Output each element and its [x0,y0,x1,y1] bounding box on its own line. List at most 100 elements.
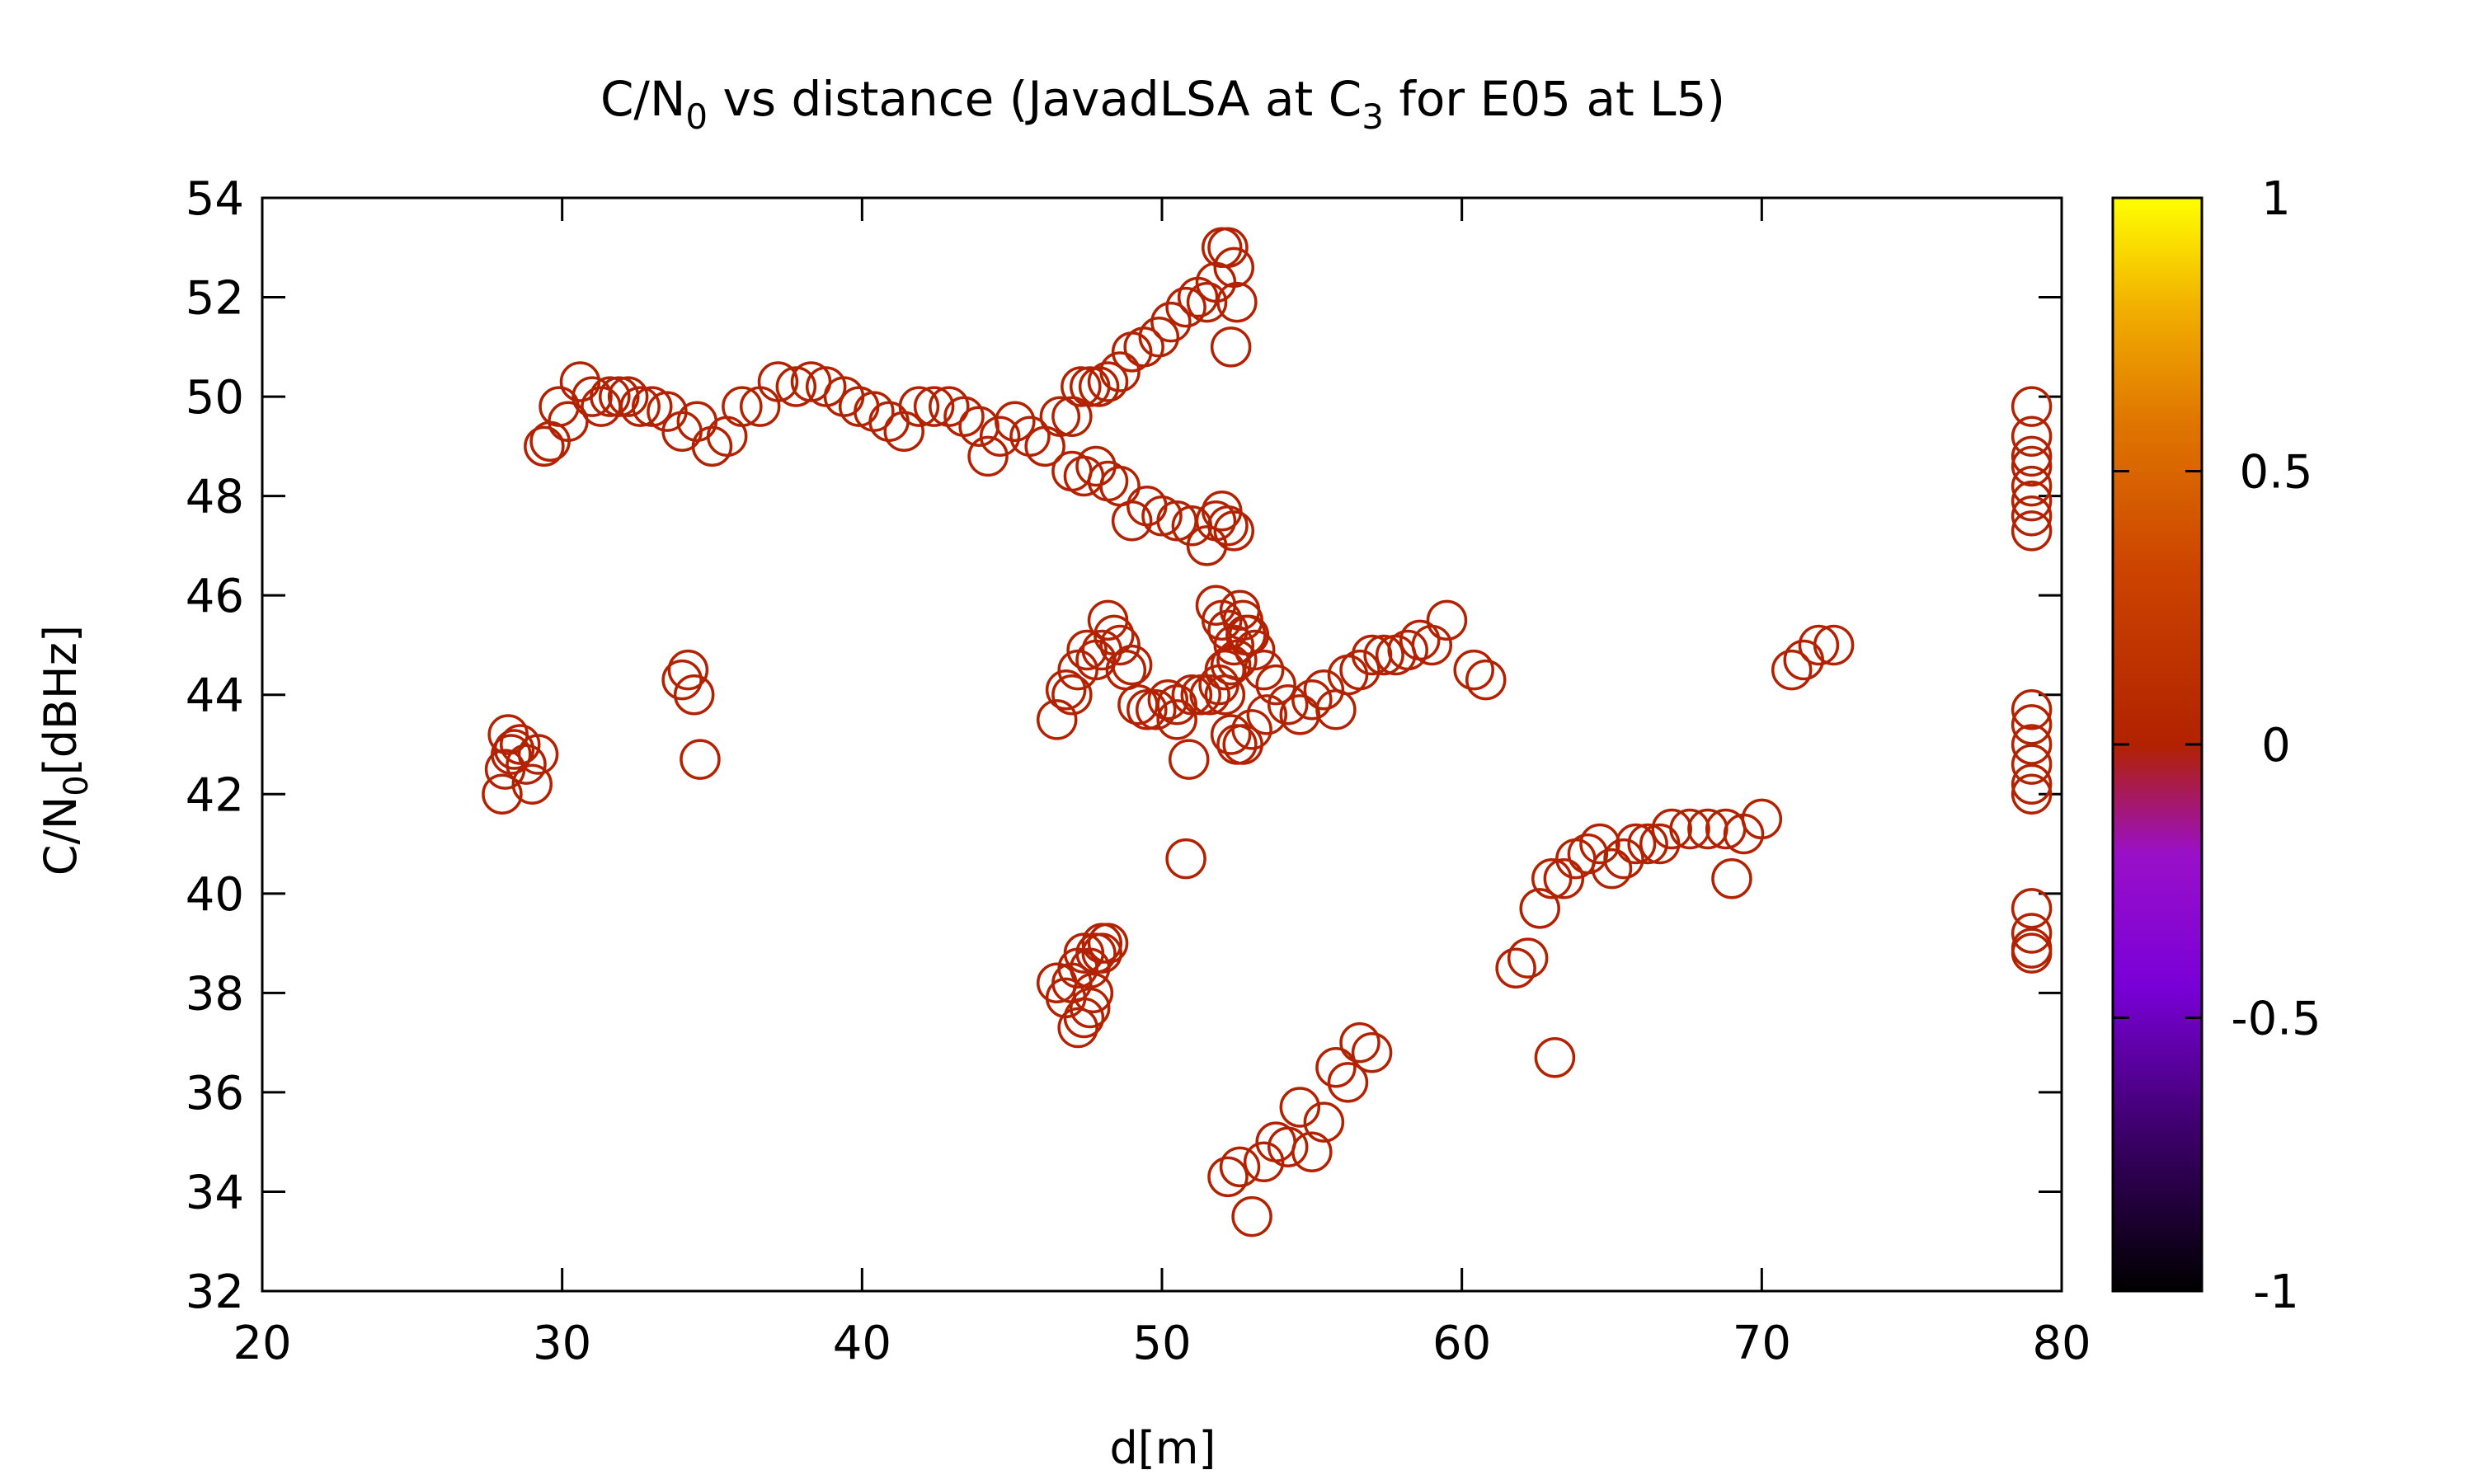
data-point [1051,674,1093,716]
data-point [1087,361,1129,402]
data-point [590,376,631,417]
data-point [1531,857,1573,899]
colorbar-tick-label: -1 [2253,1266,2299,1319]
y-tick-label: 34 [186,1166,244,1219]
data-point [1627,823,1668,865]
data-point [1081,932,1123,974]
x-tick-label: 20 [233,1317,291,1370]
data-point [1741,798,1783,840]
data-point [493,729,535,770]
y-axis-label: C/N0[dBHz] [35,625,96,876]
data-point [1231,1195,1272,1237]
data-point [2011,480,2053,522]
data-point [1339,649,1380,691]
data-point [1303,1101,1345,1143]
x-tick-label: 50 [1132,1317,1191,1370]
data-point [1168,739,1210,780]
data-point [1213,510,1255,552]
data-point [1123,326,1164,368]
data-point [1603,838,1644,880]
data-point [2011,495,2053,537]
data-point [1156,684,1197,726]
data-point [607,376,649,417]
y-tick-label: 52 [186,272,244,326]
data-point [1426,599,1468,641]
data-point [1579,823,1620,865]
data-point [1216,281,1258,323]
data-point [482,773,523,815]
x-tick-label: 60 [1432,1317,1491,1370]
x-tick-label: 80 [2032,1317,2091,1370]
data-point [943,396,985,437]
y-tick-label: 54 [186,172,244,226]
data-point [1099,624,1141,666]
data-point [1243,649,1285,691]
data-point [2011,773,2053,815]
y-tick-label: 32 [186,1266,244,1319]
data-point [1057,1007,1098,1049]
y-tick-label: 42 [186,768,244,822]
data-point [1267,1126,1309,1167]
data-point [1171,674,1213,716]
x-tick-label: 40 [833,1317,891,1370]
data-point [2011,386,2053,427]
colorbar-ticks: -1 -0.5 0 0.5 1 [2113,172,2321,1319]
data-point [667,649,709,691]
data-point [1783,639,1824,681]
data-point [1099,351,1141,392]
data-point [1327,1062,1369,1103]
data-point [1072,972,1114,1014]
data-point [1291,1131,1333,1172]
data-point [661,659,703,701]
data-point [1087,923,1129,964]
data-point [2011,932,2053,974]
data-point [1078,366,1120,407]
data-point [1126,689,1168,730]
data-point [1315,1047,1357,1088]
data-point [722,386,763,427]
y-tick-label: 46 [186,570,244,623]
data-point [2011,689,2053,730]
data-point [1147,679,1189,721]
data-point [1213,624,1255,666]
data-point [1210,714,1252,755]
data-point [1219,1146,1261,1188]
data-point [1189,674,1230,716]
data-point [599,376,640,417]
data-point [1036,699,1078,740]
data-point [1453,649,1494,691]
colorbar-tick-label: -0.5 [2231,993,2321,1046]
data-point [775,366,817,407]
x-tick-label: 30 [533,1317,591,1370]
data-point [1141,495,1183,537]
data-point [1063,997,1105,1039]
data-point [1243,1141,1285,1183]
colorbar-tick-label: 1 [2261,172,2291,226]
data-point [1186,281,1228,323]
data-point [898,386,940,427]
plot-frame [261,196,2063,1293]
data-point [1207,1156,1249,1198]
data-point [1711,857,1752,899]
data-point [967,435,1009,477]
data-point [995,401,1036,442]
data-point [619,386,661,427]
data-point [1291,679,1333,721]
data-point [1210,326,1252,368]
data-point [1351,1031,1393,1073]
data-point [1075,445,1117,487]
data-point [1009,416,1051,458]
data-point [1669,808,1710,850]
data-point [883,411,924,453]
data-point [1156,699,1197,740]
data-point [1213,247,1255,289]
data-point [1387,629,1428,671]
data-point [1534,1036,1576,1078]
data-point [1207,227,1249,269]
data-point [1039,396,1081,437]
data-point [1063,455,1105,497]
data-point [2011,724,2053,765]
data-point [511,763,553,805]
data-point [1507,937,1549,979]
